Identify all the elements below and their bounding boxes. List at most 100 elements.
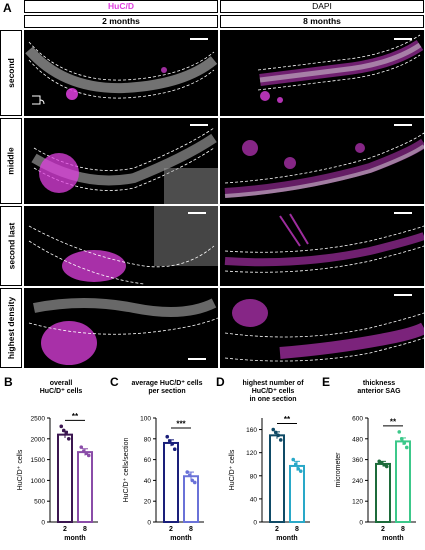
scalebar [188, 212, 206, 214]
y-tick-label: 500 [34, 499, 45, 506]
y-tick-label: 120 [352, 499, 363, 506]
micrograph-8m-middle-image [224, 132, 424, 198]
scalebar [190, 124, 208, 126]
data-point [377, 459, 382, 464]
chart-title-line: average HuC/D⁺ cells [131, 380, 203, 387]
micrograph-8m-middle [220, 118, 424, 204]
y-tick-label: 40 [250, 496, 258, 503]
data-point [167, 439, 172, 443]
x-tick-label: 2 [63, 526, 67, 533]
data-point [402, 441, 407, 445]
data-point [79, 445, 84, 449]
x-tick-label: 8 [189, 526, 193, 533]
panel-letter-e: E [322, 375, 331, 389]
y-tick-label: 40 [144, 478, 152, 485]
chart-title-line: highest number of [242, 380, 304, 387]
micrograph-2m-second-last [24, 206, 218, 286]
chart-title: highest number of HuC/D⁺ cells in one sect… [228, 380, 318, 404]
chart-title-line: thickness [362, 380, 396, 387]
row-label-second: second [0, 30, 22, 116]
panel-letter-a: A [3, 1, 12, 15]
chart-svg: 0 500 1000 1500 2000 2500 HuC/D⁺ cells 2 8 ** mont… [17, 412, 98, 542]
significance-label: *** [176, 420, 186, 429]
col1-label: 2 months [102, 16, 140, 26]
chart-title: overall HuC/D⁺ cells [16, 380, 106, 396]
y-tick-label: 80 [250, 473, 258, 480]
significance-label: ** [284, 415, 291, 424]
panel-letter-d: D [216, 375, 225, 389]
data-point [84, 451, 89, 456]
scalebar [394, 212, 412, 214]
header-2-months: 2 months [24, 15, 218, 28]
x-axis-label: month [276, 535, 297, 542]
bar [57, 433, 73, 523]
data-point [404, 445, 409, 450]
x-tick-label: 2 [169, 526, 173, 533]
row-label-second-last-text: second last [6, 222, 16, 270]
bar [269, 434, 285, 523]
micrograph-2m-highest-density-image [28, 298, 218, 365]
y-tick-label: 60 [144, 457, 152, 464]
x-axis-label: month [64, 535, 85, 542]
chart-title-line: overall [49, 380, 73, 387]
y-tick-label: 0 [253, 520, 257, 527]
row-label-highest-density: highest density [0, 288, 22, 368]
chart-title-line: HuC/D⁺ cells [251, 388, 295, 395]
y-tick-label: 80 [144, 436, 152, 443]
row-label-second-last: second last [0, 206, 22, 286]
data-point [273, 430, 278, 435]
y-tick-label: 20 [144, 499, 152, 506]
data-point [61, 428, 66, 433]
data-point [382, 463, 387, 467]
micrograph-2m-middle-image [31, 127, 218, 204]
y-tick-label: 100 [140, 416, 151, 423]
significance-label: ** [72, 412, 79, 421]
scalebar [394, 124, 412, 126]
x-tick-label: 8 [295, 526, 299, 533]
y-tick-label: 0 [359, 520, 363, 527]
micrograph-2m-second [24, 30, 218, 116]
data-point [291, 457, 296, 462]
data-point [271, 427, 276, 432]
y-tick-label: 600 [352, 416, 363, 423]
data-point [64, 430, 69, 435]
dapi-label: DAPI [312, 1, 332, 11]
y-tick-label: 1500 [31, 457, 46, 464]
y-axis-label: HuC/D⁺ cells/section [123, 438, 130, 503]
chart-title-line: HuC/D⁺ cells [39, 388, 83, 395]
data-point [165, 434, 170, 439]
x-tick-label: 8 [401, 526, 405, 533]
data-point [399, 437, 404, 441]
y-tick-label: 1000 [31, 478, 46, 485]
chart-title-line: anterior SAG [357, 388, 401, 395]
y-tick-label: 2000 [31, 436, 46, 443]
data-point [86, 453, 91, 458]
chart-svg: 0 40 80 120 160 HuC/D⁺ cells 2 8 ** month [229, 415, 310, 542]
data-point [172, 447, 177, 451]
y-axis-label: micrometer [335, 452, 342, 488]
data-point [276, 433, 281, 438]
y-tick-label: 480 [352, 436, 363, 443]
micrograph-8m-second-last-image [224, 213, 424, 273]
bar [289, 464, 305, 524]
data-point [296, 467, 301, 471]
x-axis-label: month [382, 535, 403, 542]
data-point [190, 478, 195, 483]
header-dapi: DAPI [220, 0, 424, 13]
row-label-middle-text: middle [6, 147, 16, 175]
data-point [278, 438, 283, 442]
chart-title-line: per section [148, 388, 186, 395]
data-point [170, 442, 175, 446]
y-tick-label: 0 [41, 520, 45, 527]
micrograph-2m-middle [24, 118, 218, 204]
micrograph-2m-second-last-image [28, 206, 218, 285]
row-label-middle: middle [0, 118, 22, 204]
y-tick-label: 360 [352, 457, 363, 464]
scalebar [394, 38, 412, 40]
scalebar [190, 38, 208, 40]
significance-label: ** [390, 417, 397, 426]
micrograph-8m-second [220, 30, 424, 116]
x-tick-label: 2 [381, 526, 385, 533]
y-tick-label: 2500 [31, 416, 46, 423]
chart-title: thickness anterior SAG [334, 380, 424, 396]
